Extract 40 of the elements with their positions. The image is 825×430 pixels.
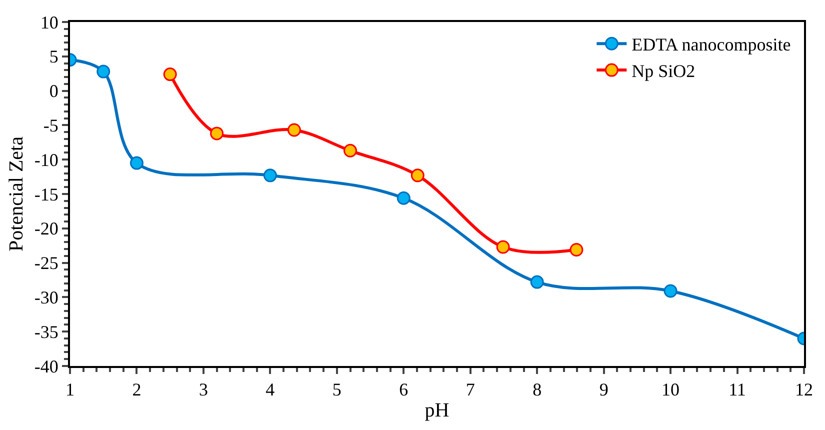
x-tick-label: 2 [132,380,142,400]
x-tick-label: 9 [599,380,608,400]
point [496,240,510,254]
point [263,168,277,182]
point [344,144,357,158]
y-tick-label: -40 [34,356,58,376]
x-tick-label: 3 [198,380,208,400]
y-tick-label: -25 [34,253,58,274]
y-axis-title: Potencial Zeta [5,136,28,252]
point [210,126,224,140]
x-tick-label: 7 [466,380,475,400]
point [570,242,584,256]
x-tick-label: 8 [532,380,542,400]
x-axis-title: pH [424,400,450,422]
y-tick-label: 10 [40,12,58,32]
y-tick-label: -15 [34,184,58,204]
point [96,64,110,78]
point [163,68,177,82]
point [287,123,301,137]
legend-label: Np SiO2 [632,61,696,82]
y-tick-label: -30 [34,288,58,308]
y-tick-label: -35 [34,322,58,342]
x-tick-label: 5 [332,380,342,400]
point [130,156,144,170]
x-tick-label: 4 [266,380,275,400]
y-tick-label: 5 [49,46,58,67]
y-tick-label: -10 [34,150,58,170]
x-tick-label: 6 [399,380,408,400]
point [664,284,678,298]
y-tick-label: -20 [34,218,58,239]
x-tick-label: 12 [795,380,813,400]
point [530,275,544,289]
legend-label: EDTA nanocomposite [632,34,791,55]
point [410,168,424,182]
x-tick-label: 10 [662,380,680,400]
x-tick-label: 11 [728,380,746,400]
x-tick-label: 1 [66,380,74,400]
point [396,191,410,205]
y-tick-label: 0 [49,81,58,102]
y-tick-label: -5 [43,116,58,136]
